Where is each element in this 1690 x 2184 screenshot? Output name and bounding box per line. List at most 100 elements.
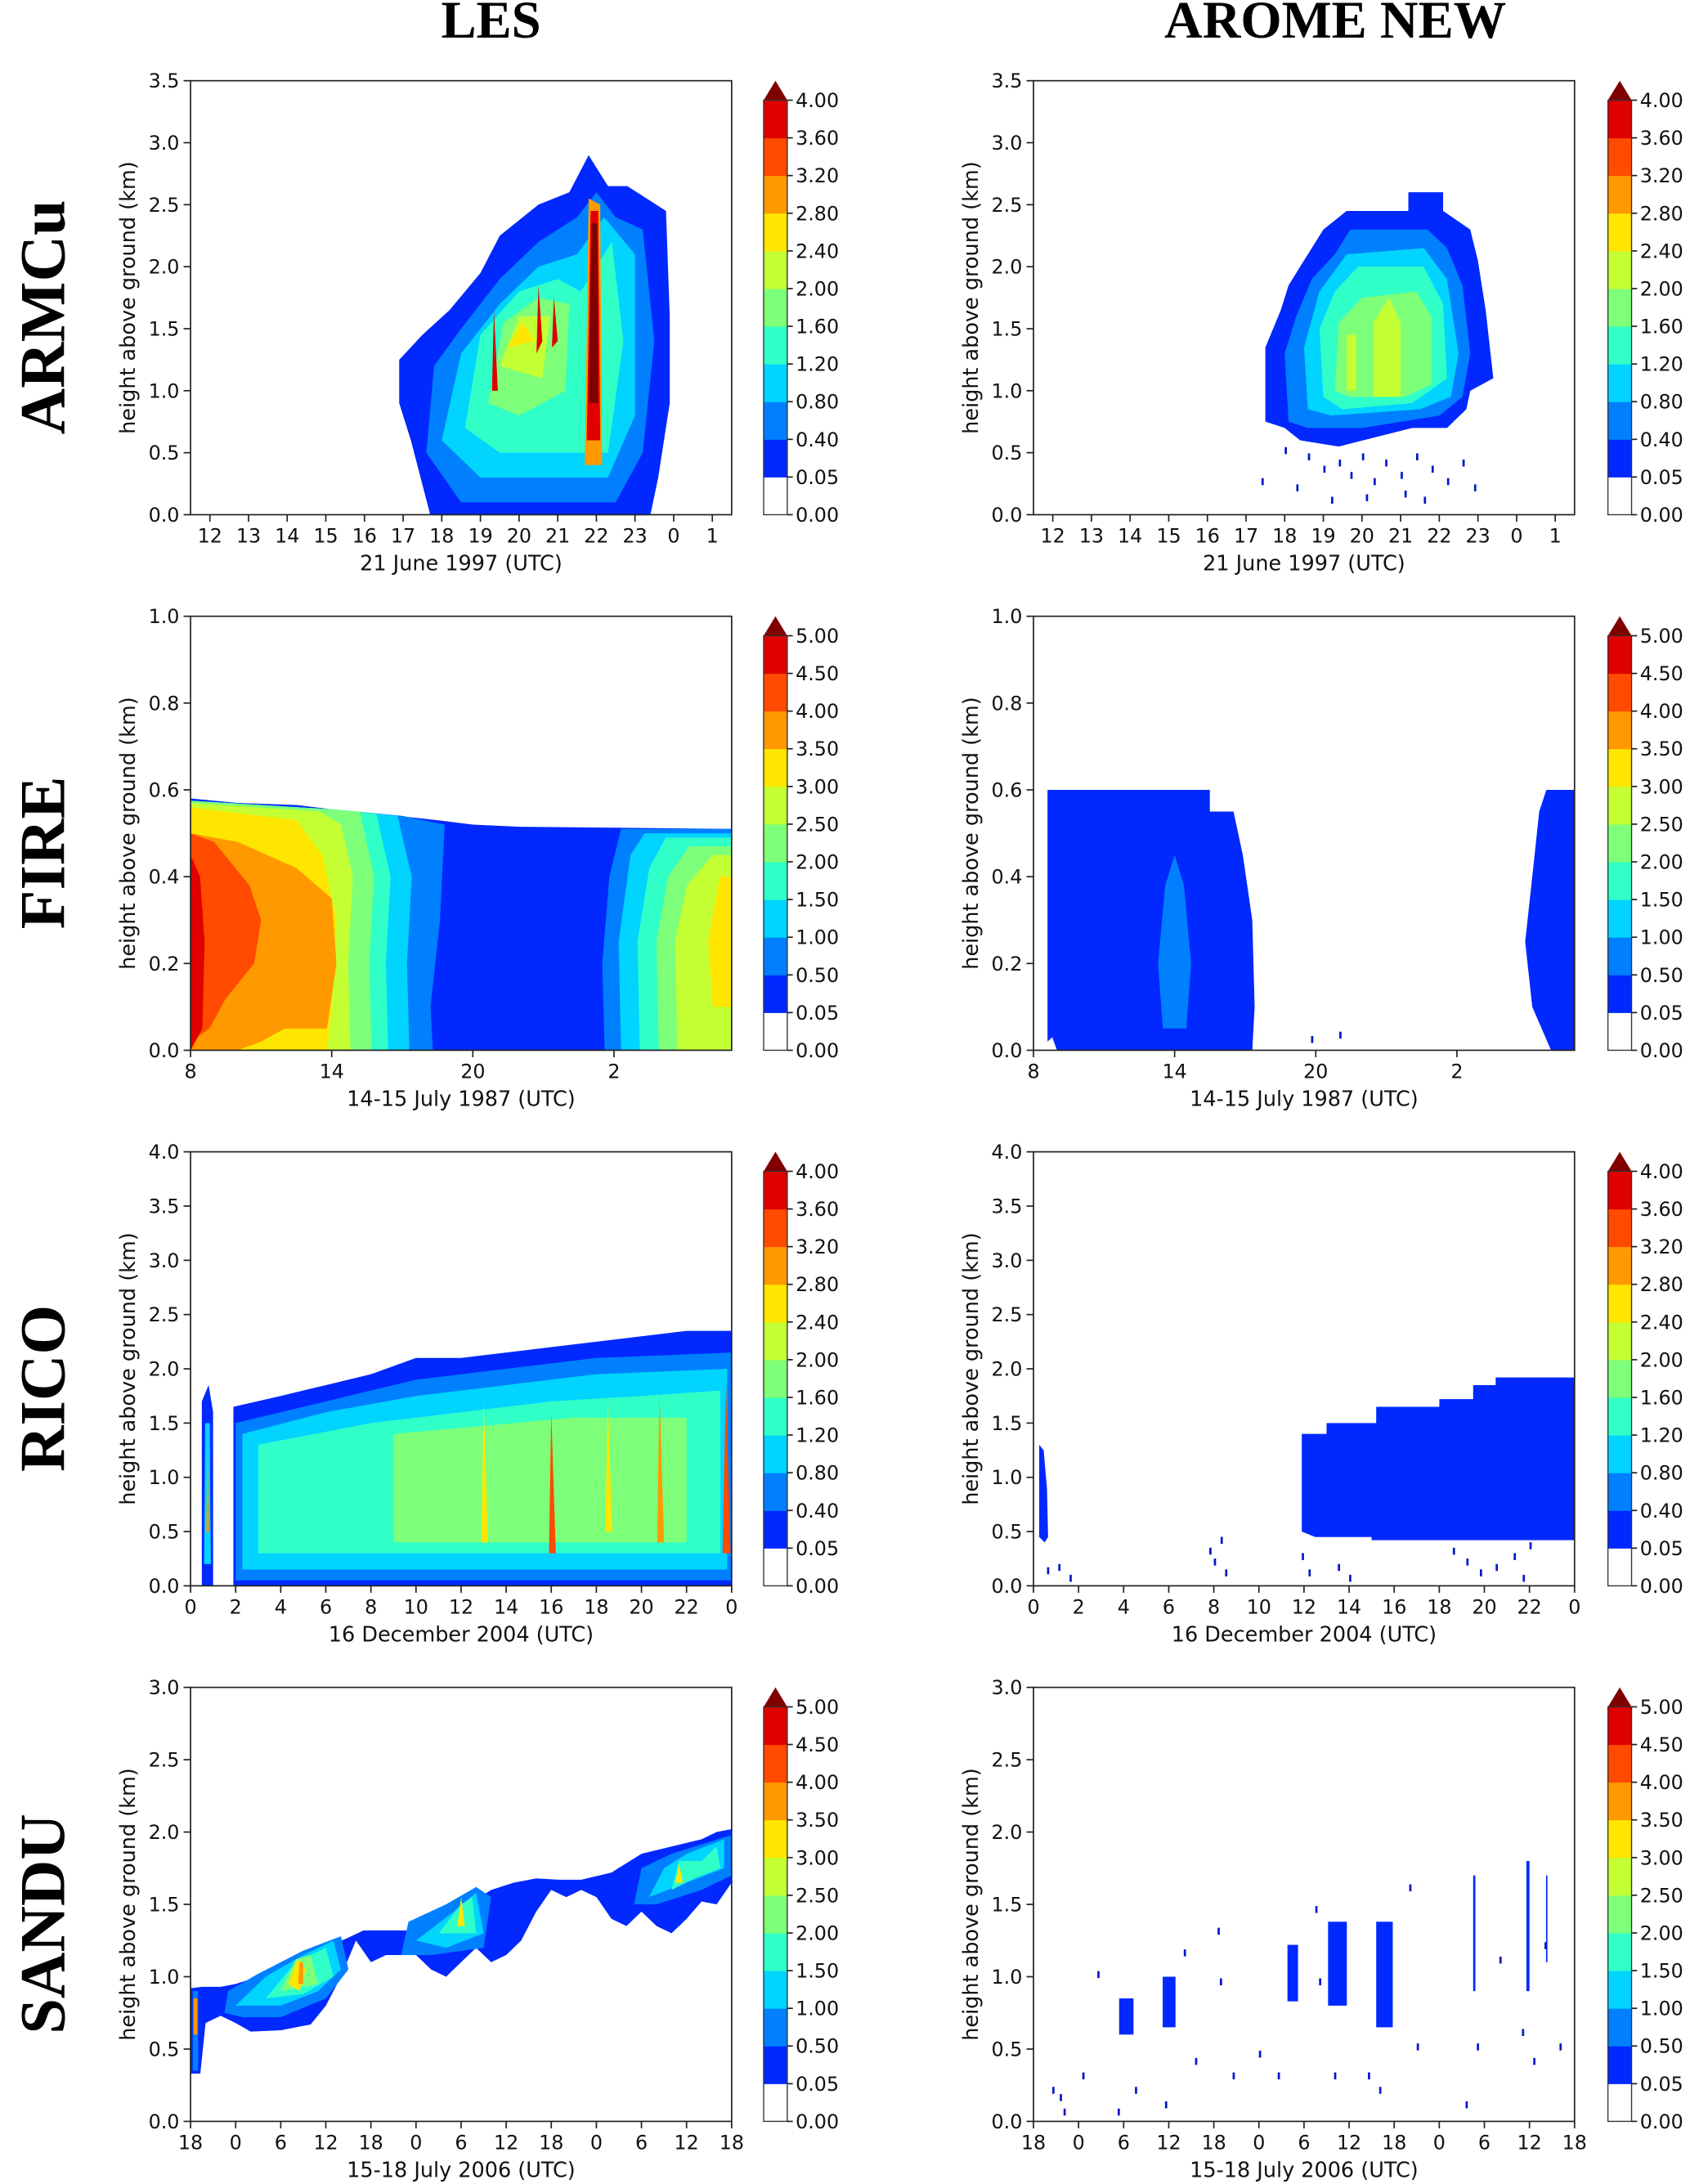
colorbar-swatch <box>763 673 787 712</box>
colorbar-swatch <box>763 1932 787 1971</box>
x-tick-label: 14 <box>494 1595 518 1618</box>
cloud-speckle <box>1307 453 1311 460</box>
y-tick-label: 0.2 <box>992 953 1023 975</box>
cloud-speckle <box>1135 2087 1137 2094</box>
colorbar-tick-label: 0.05 <box>1640 1537 1683 1560</box>
y-tick-label: 1.0 <box>992 605 1023 628</box>
colorbar-tick-label: 1.50 <box>1640 889 1683 912</box>
x-tick-label: 8 <box>1027 1060 1039 1083</box>
colorbar-swatch <box>1607 1171 1632 1210</box>
colorbar-swatch <box>763 1473 787 1511</box>
colorbar-tick-label: 0.00 <box>1640 504 1683 527</box>
x-tick-label: 20 <box>629 1595 653 1618</box>
colorbar-swatch <box>763 711 787 750</box>
y-tick-label: 3.0 <box>149 132 180 155</box>
colorbar-swatch <box>1607 1744 1632 1783</box>
y-tick-label: 0.2 <box>149 953 180 975</box>
plot-frame <box>190 79 733 516</box>
colorbar-swatch <box>763 1819 787 1859</box>
colorbar-swatch <box>1607 823 1632 863</box>
colorbar-swatch <box>1607 862 1632 900</box>
colorbar-swatch <box>763 1971 787 2009</box>
x-tick-label: 6 <box>1298 2131 1310 2154</box>
colorbar-tick-label: 5.00 <box>1640 625 1683 648</box>
cloud-speckle <box>1385 460 1387 467</box>
colorbar-tick-label: 2.00 <box>796 1922 839 1944</box>
cloud-region <box>1118 1998 1134 2035</box>
x-tick-label: 12 <box>1041 525 1065 548</box>
y-tick-label: 0.0 <box>149 1039 180 1062</box>
colorbar: 0.00 0.05 0.40 0.80 1.20 1.60 2.00 2.40 2.80 3.20… <box>763 80 839 527</box>
x-tick-label: 20 <box>1350 525 1374 548</box>
x-tick-label: 16 <box>352 525 377 548</box>
x-tick-label: 22 <box>675 1595 699 1618</box>
cloud-speckle <box>1339 1031 1342 1039</box>
x-tick-label: 6 <box>275 2131 287 2154</box>
colorbar-swatch <box>763 1246 787 1285</box>
colorbar-frame <box>763 635 788 1052</box>
y-tick-label: 2.0 <box>149 256 180 279</box>
cloud-speckle <box>1338 460 1342 467</box>
cloud-speckle <box>1284 446 1287 455</box>
cloud-region <box>191 833 262 1042</box>
colorbar-swatch <box>1607 1397 1632 1436</box>
cloud-region <box>491 310 498 391</box>
row-title-armcu: ARMCu <box>7 200 78 434</box>
colorbar-swatch <box>1607 288 1632 327</box>
cloud-speckle <box>1378 2087 1382 2094</box>
y-tick-label: 1.0 <box>149 1966 180 1989</box>
y-tick-label: 4.0 <box>992 1141 1023 1164</box>
colorbar-swatch <box>763 175 787 214</box>
y-tick-label: 0.0 <box>992 2110 1023 2133</box>
colorbar-tick-label: 3.20 <box>1640 164 1683 187</box>
x-tick-label: 12 <box>1292 1595 1316 1618</box>
cloud-speckle <box>1323 465 1326 473</box>
colorbar-swatch <box>763 1548 787 1586</box>
colorbar-frame <box>1607 635 1633 1052</box>
y-tick-label: 3.0 <box>992 1249 1023 1272</box>
colorbar-tick-label: 0.50 <box>1640 964 1683 987</box>
cloud-region <box>393 1417 687 1543</box>
x-tick-label: 2 <box>607 1060 620 1083</box>
cloud-region <box>1545 1875 1548 1962</box>
cloud-speckle <box>1465 2101 1468 2109</box>
colorbar-tick-label: 0.50 <box>796 964 839 987</box>
colorbar-tick-label: 2.00 <box>1640 277 1683 300</box>
colorbar-swatch <box>763 1209 787 1248</box>
cloud-speckle <box>1349 1574 1352 1582</box>
colorbar-swatch <box>763 1857 787 1896</box>
colorbar-swatch <box>1607 439 1632 478</box>
cloud-speckle <box>1164 2101 1168 2109</box>
x-tick-label: 17 <box>391 525 415 548</box>
colorbar-swatch <box>763 1012 787 1051</box>
colorbar-swatch <box>1607 711 1632 750</box>
y-tick-label: 0.5 <box>149 1521 180 1544</box>
colorbar-swatch <box>763 137 787 177</box>
colorbar-frame <box>763 1706 788 2123</box>
cloud-speckle <box>1069 1574 1072 1582</box>
x-tick-label: 15 <box>1156 525 1181 548</box>
x-axis-label: 15-18 July 2006 (UTC) <box>347 2158 576 2182</box>
cloud-speckle <box>1361 453 1365 460</box>
colorbar-tick-label: 0.00 <box>796 504 839 527</box>
colorbar-tick-label: 0.05 <box>796 2073 839 2096</box>
y-tick-label: 3.5 <box>149 1195 180 1218</box>
y-axis-label: height above ground (km) <box>959 161 984 434</box>
cloud-region <box>1346 334 1356 391</box>
y-tick-label: 0.8 <box>149 692 180 715</box>
x-tick-label: 17 <box>1234 525 1258 548</box>
cloud-field <box>1051 1860 1562 2116</box>
colorbar-tick-label: 1.60 <box>796 1387 839 1410</box>
colorbar-tick-label: 3.00 <box>1640 775 1683 798</box>
x-tick-label: 23 <box>1465 525 1490 548</box>
colorbar-tick-label: 3.50 <box>796 738 839 760</box>
y-tick-label: 1.5 <box>149 1894 180 1917</box>
x-tick-label: 0 <box>184 1595 196 1618</box>
x-tick-label: 0 <box>667 525 679 548</box>
cloud-speckle <box>1261 478 1264 486</box>
cloud-speckle <box>1063 2108 1066 2116</box>
y-tick-label: 2.0 <box>992 256 1023 279</box>
cloud-region <box>1473 1875 1476 1992</box>
cloud-region <box>191 854 205 1051</box>
x-tick-label: 0 <box>410 2131 422 2154</box>
